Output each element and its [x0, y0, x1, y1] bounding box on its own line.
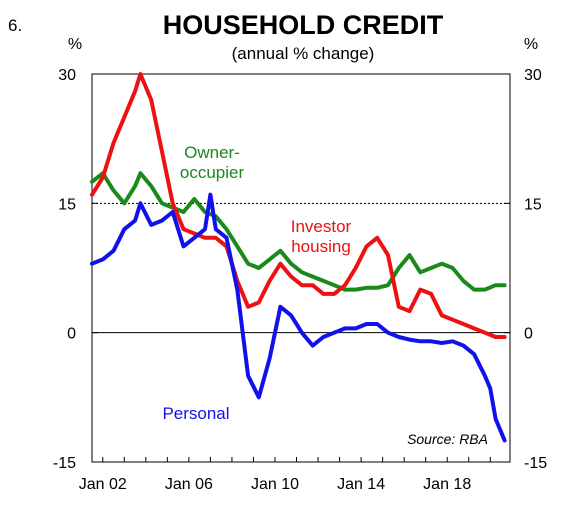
figure-number: 6. [8, 16, 22, 35]
y-tick-label-right: -15 [524, 455, 547, 472]
y-tick-label-left: -15 [53, 455, 76, 472]
left-axis-unit: % [68, 36, 82, 53]
x-tick-label: Jan 06 [165, 476, 213, 493]
series-line-personal [90, 192, 507, 443]
series-labels: Owner-occupier Investor housing Personal [162, 143, 351, 423]
y-tick-label-right: 30 [524, 67, 542, 84]
plot-frame [91, 73, 511, 463]
series-label-personal: Personal [162, 404, 229, 423]
series-line-investor-housing [90, 72, 507, 339]
y-tick-label-left: 15 [58, 196, 76, 213]
series-line-owner-occupier [90, 171, 507, 292]
right-axis-unit: % [524, 36, 538, 53]
chart-title: HOUSEHOLD CREDIT [163, 10, 444, 40]
series-lines [90, 72, 507, 443]
y-tick-label-left: 0 [67, 326, 76, 343]
x-tick-label: Jan 18 [423, 476, 471, 493]
tick-labels: -15 -15 0 0 15 15 30 30 Jan 02 Jan 06 Jan 10 Jan 14… [53, 67, 547, 493]
x-tick-label: Jan 02 [79, 476, 127, 493]
series-label-investor-housing: Investor housing [291, 217, 352, 256]
y-tick-label-right: 0 [524, 326, 533, 343]
axis-ticks [92, 73, 510, 463]
chart-subtitle: (annual % change) [232, 44, 375, 63]
source-note: Source: RBA [407, 431, 488, 447]
x-tick-label: Jan 14 [337, 476, 385, 493]
y-tick-label-right: 15 [524, 196, 542, 213]
y-tick-label-left: 30 [58, 67, 76, 84]
series-label-owner-occupier: Owner-occupier [180, 143, 245, 182]
x-tick-label: Jan 10 [251, 476, 299, 493]
